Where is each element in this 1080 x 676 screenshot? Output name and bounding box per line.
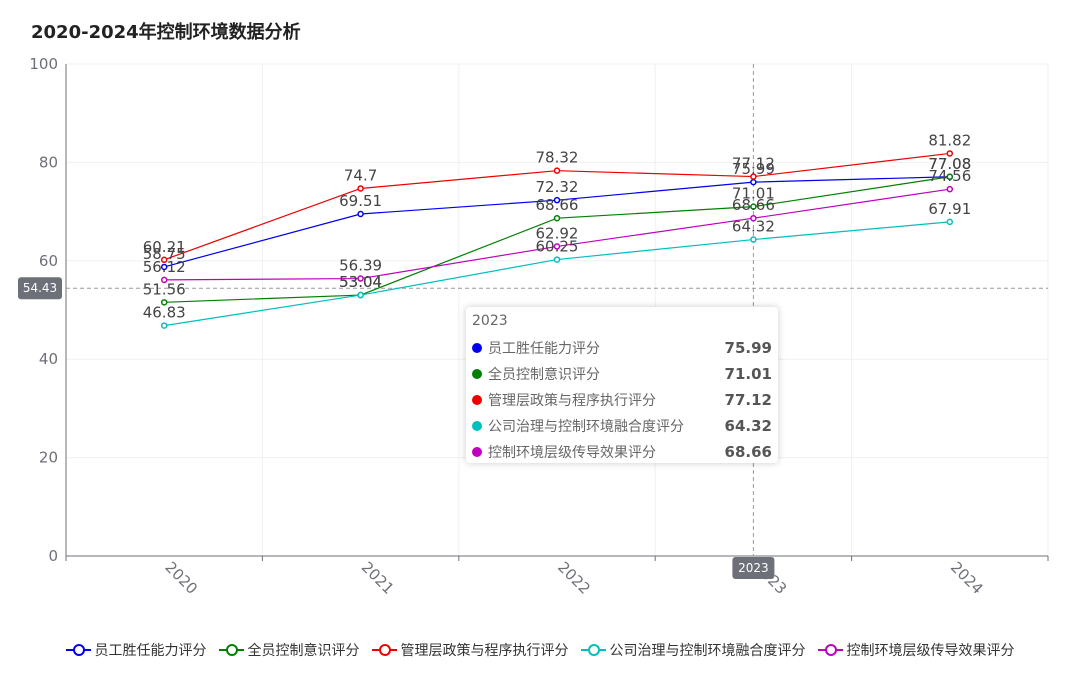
y-tick-label: 80 <box>39 153 58 171</box>
series-dot <box>472 369 482 379</box>
data-point <box>357 210 364 218</box>
tooltip-row: 全员控制意识评分 71.01 <box>472 361 772 387</box>
tooltip-row: 管理层政策与程序执行评分 77.12 <box>472 387 772 413</box>
data-label: 74.56 <box>928 167 971 185</box>
x-tick-label: 2024 <box>947 558 987 598</box>
data-label: 51.56 <box>143 280 186 298</box>
tooltip-series-name: 全员控制意识评分 <box>488 367 600 383</box>
legend-line-icon <box>580 643 606 657</box>
tooltip-row: 公司治理与控制环境融合度评分 64.32 <box>472 413 772 439</box>
crosshair-x-label: 2023 <box>738 561 769 575</box>
crosshair-x-badge <box>732 557 775 579</box>
data-point <box>750 173 757 180</box>
x-tick-label: 2020 <box>161 558 201 598</box>
crosshair-y-badge <box>18 277 62 300</box>
data-label: 78.32 <box>536 149 579 167</box>
data-label: 67.91 <box>928 200 971 218</box>
data-point <box>160 299 168 306</box>
tooltip-series-name: 管理层政策与程序执行评分 <box>488 393 656 409</box>
legend-item[interactable]: 全员控制意识评分 <box>218 640 360 660</box>
data-point <box>160 322 168 329</box>
legend-label: 全员控制意识评分 <box>247 643 360 659</box>
tooltip-series-value: 64.32 <box>724 417 772 435</box>
legend-line-icon <box>817 643 843 657</box>
data-point <box>750 214 757 222</box>
data-point <box>160 276 168 284</box>
tooltip-series-name: 控制环境层级传导效果评分 <box>488 445 656 461</box>
data-point <box>553 167 561 174</box>
legend-label: 员工胜任能力评分 <box>94 643 207 659</box>
legend-item[interactable]: 公司治理与控制环境融合度评分 <box>580 640 806 660</box>
data-point <box>553 256 561 263</box>
data-label: 72.32 <box>536 178 579 196</box>
tooltip-series-value: 75.99 <box>724 339 772 357</box>
tooltip-series-value: 77.12 <box>724 391 772 409</box>
tooltip-series-value: 68.66 <box>724 443 772 461</box>
data-label: 71.01 <box>732 185 775 203</box>
data-label: 56.39 <box>339 257 382 275</box>
data-point <box>160 256 168 264</box>
data-label: 58.75 <box>143 245 186 263</box>
data-label: 68.66 <box>536 196 579 214</box>
data-label: 74.7 <box>344 166 377 184</box>
data-point <box>357 291 364 299</box>
data-point <box>553 214 561 222</box>
x-tick-label: 2021 <box>358 558 398 598</box>
data-label: 62.92 <box>536 224 579 242</box>
data-point <box>946 185 954 193</box>
legend-line-icon <box>371 643 397 657</box>
legend-item[interactable]: 员工胜任能力评分 <box>65 640 207 660</box>
tooltip-title: 2023 <box>472 313 508 329</box>
tooltip-series-value: 71.01 <box>724 365 772 383</box>
data-label: 56.12 <box>143 258 186 276</box>
tooltip-series-name: 员工胜任能力评分 <box>488 341 600 357</box>
data-label: 53.04 <box>339 273 382 291</box>
data-label: 77.08 <box>928 155 971 173</box>
legend-item[interactable]: 控制环境层级传导效果评分 <box>817 640 1015 660</box>
data-point <box>357 275 364 282</box>
y-tick-label: 60 <box>39 252 58 270</box>
data-point <box>946 150 954 157</box>
data-label: 77.08 <box>928 155 971 173</box>
data-label: 69.51 <box>339 192 382 210</box>
data-label: 60.21 <box>143 238 186 256</box>
legend-line-icon <box>65 643 91 657</box>
chart-title: 2020-2024年控制环境数据分析 <box>31 22 301 43</box>
series-dot <box>472 421 482 431</box>
data-label: 46.83 <box>143 304 186 322</box>
data-label: 75.99 <box>732 160 775 178</box>
y-tick-label: 20 <box>39 449 58 467</box>
data-point <box>946 218 954 226</box>
tooltip-row: 控制环境层级传导效果评分 68.66 <box>472 439 772 465</box>
series-dot <box>472 447 482 457</box>
tooltip-series-name: 公司治理与控制环境融合度评分 <box>488 419 684 435</box>
data-point <box>946 173 954 181</box>
legend-label: 公司治理与控制环境融合度评分 <box>609 643 806 659</box>
data-label: 68.66 <box>732 196 775 214</box>
data-label: 64.32 <box>732 218 775 236</box>
data-point <box>160 263 168 271</box>
series-dot <box>472 343 482 353</box>
tooltip: 2023 员工胜任能力评分 75.99 全员控制意识评分 71.01 管理层政策… <box>466 307 778 463</box>
data-point <box>553 243 561 250</box>
chart-legend: 员工胜任能力评分 全员控制意识评分 管理层政策与程序执行评分 公司治理与控制环境… <box>0 640 1080 660</box>
data-label: 53.04 <box>339 273 382 291</box>
data-point <box>750 203 757 210</box>
legend-item[interactable]: 管理层政策与程序执行评分 <box>371 640 569 660</box>
legend-label: 管理层政策与程序执行评分 <box>400 643 569 659</box>
data-point <box>750 236 757 243</box>
series-dot <box>472 395 482 405</box>
x-tick-label: 2022 <box>554 558 594 598</box>
data-point <box>357 185 364 192</box>
data-point <box>553 196 561 204</box>
y-tick-label: 100 <box>29 55 58 73</box>
y-tick-label: 0 <box>48 547 58 565</box>
crosshair-y-label: 54.43 <box>23 281 57 295</box>
y-tick-label: 40 <box>39 350 58 368</box>
data-label: 77.12 <box>732 155 775 173</box>
data-label: 81.82 <box>928 131 971 149</box>
legend-label: 控制环境层级传导效果评分 <box>846 643 1015 659</box>
tooltip-row: 员工胜任能力评分 75.99 <box>472 335 772 361</box>
legend-line-icon <box>218 643 244 657</box>
